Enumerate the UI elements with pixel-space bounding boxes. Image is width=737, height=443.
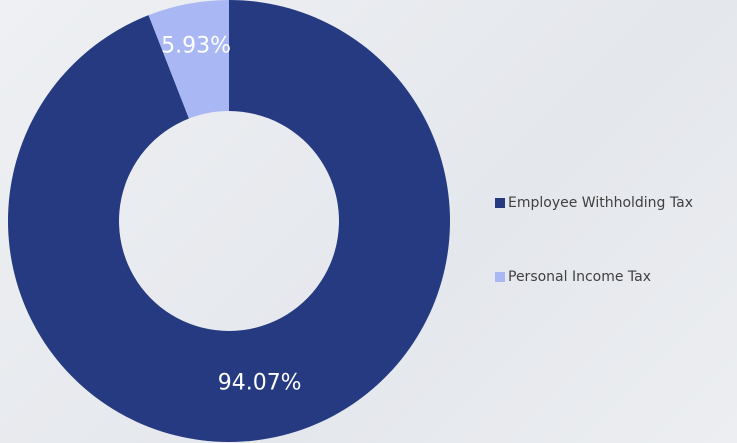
- data-label: 5.93%: [161, 34, 231, 59]
- legend-label: Personal Income Tax: [508, 269, 651, 285]
- legend-label: Employee Withholding Tax: [508, 195, 693, 211]
- legend-swatch: [495, 198, 505, 208]
- donut-segment: [148, 0, 229, 119]
- donut-segment: [8, 0, 450, 442]
- data-label: 94.07%: [218, 371, 302, 396]
- legend-swatch: [495, 272, 505, 282]
